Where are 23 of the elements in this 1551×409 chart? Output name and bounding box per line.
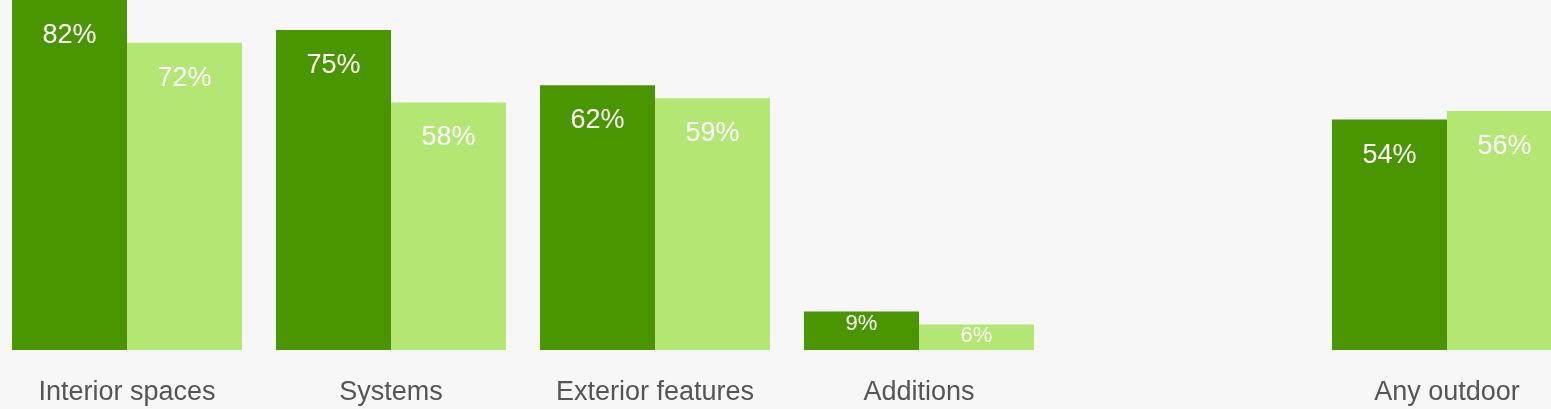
- data-label: 6%: [960, 322, 993, 348]
- bar: [655, 98, 770, 350]
- bar: [276, 29, 391, 350]
- bar: [804, 311, 919, 350]
- data-label: 62%: [570, 104, 625, 135]
- data-label: 72%: [157, 61, 212, 92]
- data-label: 56%: [1477, 129, 1532, 160]
- bar: [540, 85, 655, 350]
- data-label: 54%: [1362, 138, 1417, 169]
- x-tick-label: Interior spaces: [38, 375, 216, 406]
- bar: [391, 102, 506, 350]
- bar: [919, 324, 1034, 350]
- data-label: 58%: [421, 121, 476, 152]
- bar: [127, 42, 242, 350]
- x-tick-label: Additions: [863, 375, 975, 406]
- data-label: 59%: [685, 117, 740, 148]
- x-tick-label: Exterior features: [555, 375, 755, 406]
- data-label: 82%: [42, 19, 97, 49]
- data-label: 9%: [845, 309, 878, 335]
- x-tick-label: Systems: [339, 375, 443, 406]
- x-tick-label: Any outdoor: [1374, 375, 1520, 406]
- data-label: 75%: [306, 48, 361, 79]
- bar: [12, 0, 127, 350]
